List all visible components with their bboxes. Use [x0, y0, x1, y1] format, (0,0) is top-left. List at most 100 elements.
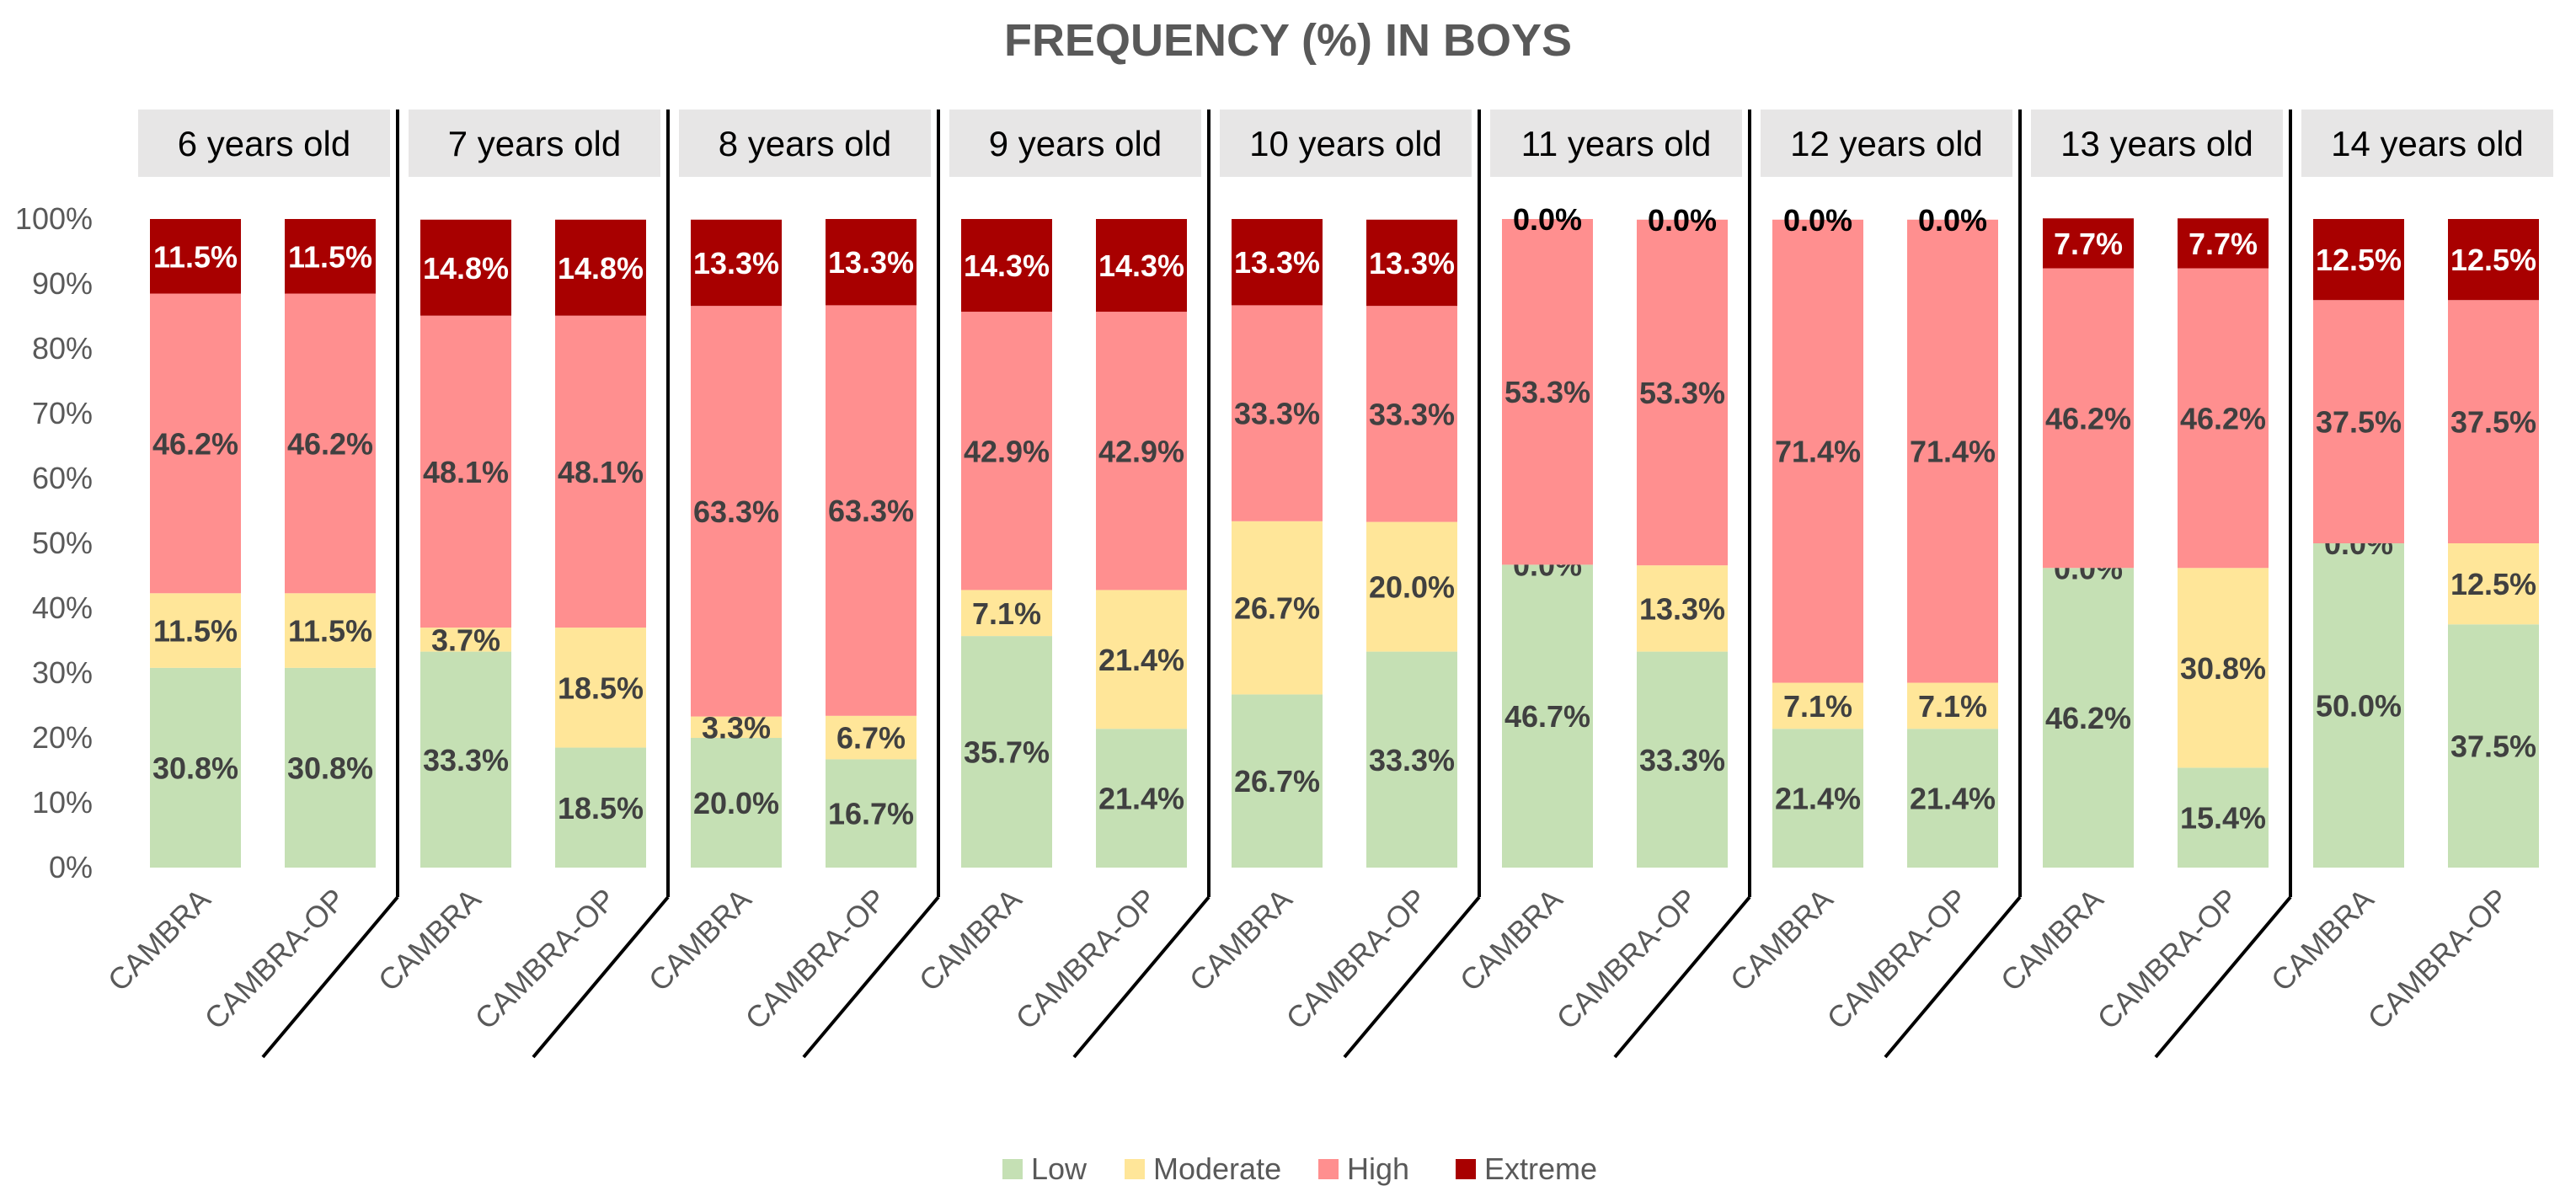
data-label-moderate: 7.1% [1918, 689, 1987, 724]
group-header-box [409, 110, 660, 177]
data-label-low: 46.7% [1504, 699, 1590, 734]
data-label-low: 16.7% [828, 797, 914, 831]
data-label-moderate: 11.5% [153, 614, 238, 649]
data-label-extreme: 13.3% [1369, 246, 1455, 280]
data-label-extreme: 14.8% [423, 251, 509, 286]
bar-segment-moderate [1772, 682, 1863, 729]
group-separator-diagonal [1343, 895, 1481, 1059]
bar-segment-high [691, 306, 782, 717]
group-header-label: 7 years old [448, 124, 621, 163]
data-label-moderate: 12.5% [2450, 567, 2536, 601]
group-header-box [949, 110, 1201, 177]
data-label-moderate: 21.4% [1098, 643, 1184, 677]
data-label-low: 26.7% [1234, 764, 1320, 799]
bar-segment-low [420, 651, 511, 868]
legend-swatch [1125, 1159, 1145, 1179]
data-label-low: 33.3% [1369, 743, 1455, 777]
data-label-low: 20.0% [693, 786, 779, 820]
data-label-high: 48.1% [423, 455, 509, 489]
data-label-moderate: 30.8% [2180, 651, 2266, 686]
bar-segment-extreme [1366, 219, 1457, 307]
bar-segment-low [826, 759, 917, 868]
group-separator-diagonal [802, 895, 940, 1059]
data-label-high: 53.3% [1504, 375, 1590, 409]
bar-segment-moderate [826, 715, 917, 760]
bar-segment-high [1772, 219, 1863, 683]
data-label-moderate: 26.7% [1234, 591, 1320, 626]
bar-segment-low [1366, 651, 1457, 868]
bar-segment-high [2313, 300, 2404, 543]
bar-segment-moderate [555, 628, 646, 748]
data-label-high: 46.2% [2180, 401, 2266, 435]
bar-segment-extreme [555, 219, 646, 316]
bar-group: 6 years old30.8%11.5%46.2%11.5%CAMBRA30.… [101, 110, 399, 1059]
group-header-box [1220, 110, 1472, 177]
data-label-high: 42.9% [964, 434, 1050, 468]
legend-label: Moderate [1153, 1151, 1281, 1186]
bar-segment-moderate [150, 593, 241, 668]
chart-title: FREQUENCY (%) IN BOYS [1004, 15, 1572, 66]
bar-segment-high [1232, 305, 1323, 521]
data-label-extreme: 14.3% [1098, 248, 1184, 283]
legend-item-low: Low [1002, 1151, 1088, 1186]
data-label-extreme: 7.7% [2189, 227, 2258, 261]
data-label-high: 33.3% [1234, 397, 1320, 431]
bar-segment-moderate [1096, 590, 1187, 729]
data-label-moderate: 20.0% [1369, 570, 1455, 605]
group-separator-diagonal [1072, 895, 1211, 1059]
y-tick-label: 0% [49, 850, 93, 884]
bar-segment-low [1096, 729, 1187, 868]
bar-segment-moderate [2178, 568, 2269, 768]
bar-segment-extreme [2043, 218, 2134, 269]
bar-segment-extreme [826, 219, 917, 306]
data-label-low: 46.2% [2045, 701, 2131, 735]
data-label-extreme: 13.3% [1234, 245, 1320, 280]
bar-segment-moderate [961, 590, 1052, 637]
bar-segment-moderate [2448, 543, 2539, 625]
bar-segment-high [1502, 219, 1593, 565]
bar-segment-extreme [2448, 219, 2539, 301]
data-label-high: 37.5% [2316, 405, 2402, 440]
bar-segment-low [1772, 729, 1863, 868]
data-label-low: 30.8% [287, 751, 373, 785]
data-label-high: 48.1% [558, 455, 644, 489]
data-label-high: 71.4% [1910, 435, 1996, 469]
y-tick-label: 40% [32, 590, 93, 625]
y-tick-label: 90% [32, 266, 93, 301]
data-label-high: 63.3% [828, 494, 914, 528]
data-label-high: 46.2% [287, 426, 373, 461]
group-separator-diagonal [532, 895, 670, 1059]
group-header-label: 13 years old [2060, 124, 2253, 163]
bar-segment-high [2043, 268, 2134, 569]
data-label-high: 46.2% [152, 426, 238, 461]
bar-segment-high [420, 315, 511, 628]
y-axis: 0% 10% 20% 30% 40% 50% 60% 70% 80% 90% 100% [15, 201, 93, 884]
bar-segment-extreme [285, 219, 376, 294]
group-header-box [1761, 110, 2012, 177]
bar-segment-low [2178, 767, 2269, 868]
group-header-label: 8 years old [719, 124, 891, 163]
data-label-moderate: 13.3% [1639, 591, 1725, 626]
legend: Low Moderate High Extreme [1002, 1151, 1597, 1186]
data-label-extreme: 0.0% [1513, 202, 1582, 237]
bar-segment-high [1637, 219, 1728, 566]
group-header-box [1490, 110, 1742, 177]
data-label-moderate: 18.5% [558, 670, 644, 705]
data-label-high: 37.5% [2450, 405, 2536, 440]
data-label-low: 33.3% [1639, 743, 1725, 777]
bar-segment-moderate [1232, 521, 1323, 695]
data-label-extreme: 11.5% [153, 239, 238, 274]
bar-segment-moderate [1637, 565, 1728, 652]
group-separator-diagonal [1884, 895, 2022, 1059]
bar-segment-moderate [285, 593, 376, 668]
bar-segment-low [1502, 564, 1593, 868]
bar-segment-low [555, 747, 646, 868]
legend-label: Extreme [1484, 1151, 1597, 1186]
data-label-high: 53.3% [1639, 376, 1725, 410]
bar-segment-moderate [1366, 521, 1457, 652]
group-header-box [679, 110, 931, 177]
bar-segment-high [2448, 300, 2539, 543]
bar-segment-extreme [2313, 219, 2404, 301]
bar-segment-moderate [691, 716, 782, 738]
